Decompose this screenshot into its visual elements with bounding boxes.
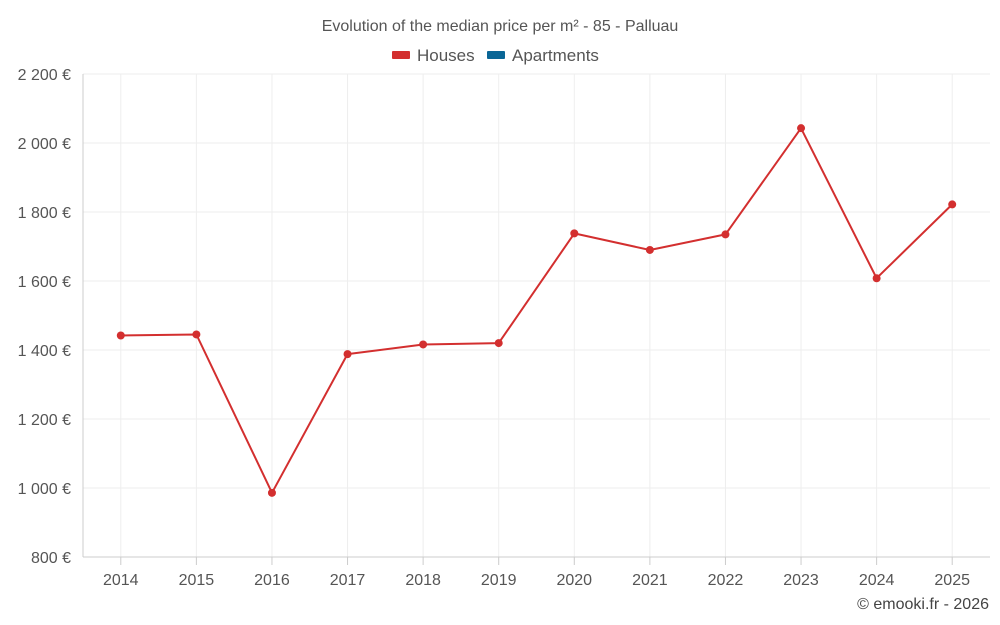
data-point-2021[interactable] bbox=[645, 245, 654, 254]
y-tick-label: 800 € bbox=[31, 550, 71, 567]
data-point-2018[interactable] bbox=[419, 340, 428, 349]
data-point-2019[interactable] bbox=[494, 339, 503, 348]
x-tick-label: 2014 bbox=[103, 572, 139, 589]
legend-swatch-houses bbox=[392, 51, 410, 59]
legend-label-houses: Houses bbox=[417, 46, 475, 65]
data-point-2016[interactable] bbox=[267, 488, 276, 497]
x-tick-label: 2019 bbox=[481, 572, 517, 589]
legend-item-houses[interactable]: Houses bbox=[392, 46, 475, 65]
legend-swatch-apartments bbox=[487, 51, 505, 59]
data-point-2020[interactable] bbox=[570, 229, 579, 238]
legend-item-apartments[interactable]: Apartments bbox=[487, 46, 599, 65]
y-tick-label: 1 600 € bbox=[18, 274, 71, 291]
x-tick-label: 2018 bbox=[405, 572, 441, 589]
x-tick-label: 2025 bbox=[934, 572, 970, 589]
data-point-2015[interactable] bbox=[192, 330, 201, 339]
y-tick-label: 2 200 € bbox=[18, 67, 71, 84]
y-tick-label: 1 200 € bbox=[18, 412, 71, 429]
legend-label-apartments: Apartments bbox=[512, 46, 599, 65]
chart-title: Evolution of the median price per m² - 8… bbox=[322, 18, 679, 35]
x-tick-label: 2024 bbox=[859, 572, 895, 589]
legend[interactable]: Houses Apartments bbox=[392, 46, 599, 65]
axes: 800 € 1 000 € 1 200 € 1 400 € 1 600 € 1 800 €… bbox=[18, 67, 990, 589]
data-point-2022[interactable] bbox=[721, 230, 730, 239]
data-point-2017[interactable] bbox=[343, 350, 352, 359]
y-tick-label: 1 800 € bbox=[18, 205, 71, 222]
series-line-houses bbox=[120, 127, 953, 494]
data-point-2014[interactable] bbox=[116, 331, 125, 340]
y-tick-label: 1 000 € bbox=[18, 481, 71, 498]
x-tick-label: 2022 bbox=[708, 572, 744, 589]
series-houses bbox=[116, 124, 957, 497]
x-tick-label: 2021 bbox=[632, 572, 668, 589]
credit-text: © emooki.fr - 2026 bbox=[857, 596, 989, 613]
data-point-2025[interactable] bbox=[948, 200, 957, 209]
x-tick-label: 2016 bbox=[254, 572, 290, 589]
data-point-2024[interactable] bbox=[872, 274, 881, 283]
x-tick-label: 2015 bbox=[179, 572, 215, 589]
y-tick-label: 2 000 € bbox=[18, 136, 71, 153]
x-tick-label: 2017 bbox=[330, 572, 366, 589]
data-point-2023[interactable] bbox=[797, 124, 806, 133]
y-tick-label: 1 400 € bbox=[18, 343, 71, 360]
x-tick-label: 2023 bbox=[783, 572, 819, 589]
grid bbox=[83, 73, 990, 557]
x-tick-label: 2020 bbox=[556, 572, 592, 589]
